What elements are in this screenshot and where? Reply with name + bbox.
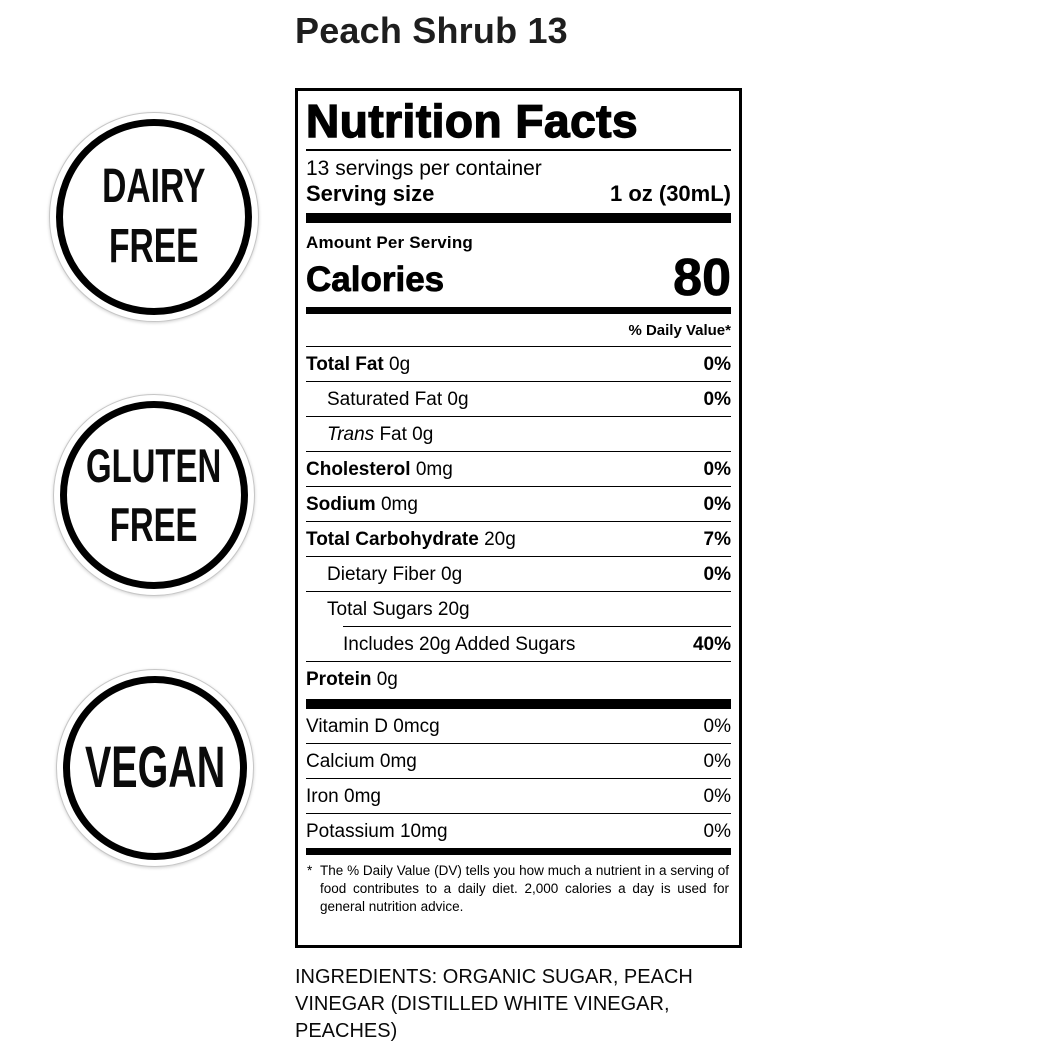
- vitamin-label: Potassium 10mg: [306, 821, 448, 842]
- nutrient-row-cholesterol: Cholesterol 0mg 0%: [306, 451, 731, 486]
- badge-line: FREE: [110, 498, 198, 551]
- nutrient-amount: Fat 0g: [379, 424, 434, 445]
- nutrient-dv: 7%: [703, 529, 731, 550]
- footnote-text: The % Daily Value (DV) tells you how muc…: [320, 863, 729, 914]
- nutrient-dv: 0%: [703, 354, 731, 375]
- badge-inner-ring: DAIRY FREE: [56, 119, 252, 315]
- amount-per-serving-label: Amount Per Serving: [306, 233, 474, 252]
- daily-value-header: % Daily Value*: [628, 322, 731, 339]
- calories-row: Calories 80: [306, 249, 732, 307]
- nutrient-label: Protein: [306, 669, 372, 690]
- nutrient-row-added-sugars: Includes 20g Added Sugars 40%: [343, 626, 731, 661]
- vitamin-dv: 0%: [703, 716, 731, 737]
- nutrient-amount: 0mg: [380, 494, 418, 515]
- nutrient-amount: 0g: [389, 354, 411, 375]
- nutrient-label: Total Carbohydrate: [306, 529, 479, 550]
- serving-size-value: 1 oz (30mL): [609, 181, 731, 206]
- nutrient-amount: 0g: [447, 389, 469, 410]
- nutrient-dv: 40%: [692, 634, 731, 655]
- nutrient-label: Dietary Fiber: [327, 564, 436, 585]
- vitamin-row-vitamin-d: Vitamin D 0mcg 0%: [306, 709, 731, 743]
- vitamin-dv: 0%: [703, 786, 731, 807]
- nutrient-label: Saturated Fat: [327, 389, 443, 410]
- page-title: Peach Shrub 13: [295, 10, 568, 51]
- badge-inner-ring: GLUTEN FREE: [60, 401, 248, 589]
- nutrient-name: Sodium 0mg: [306, 494, 418, 515]
- nutrient-dv: 0%: [703, 494, 731, 515]
- serving-size-row: Serving size 1 oz (30mL): [306, 181, 731, 207]
- nutrition-facts-label: Nutrition Facts 13 servings per containe…: [295, 88, 742, 948]
- nutrient-amount: 0mg: [415, 459, 453, 480]
- nutrition-facts-title: Nutrition Facts: [305, 91, 731, 151]
- nutrient-row-protein: Protein 0g: [306, 661, 731, 696]
- nutrient-label: Cholesterol: [306, 459, 411, 480]
- vitamin-dv: 0%: [703, 821, 731, 842]
- nutrient-row-sodium: Sodium 0mg 0%: [306, 486, 731, 521]
- vegan-badge-label: VEGAN: [85, 738, 225, 798]
- nutrient-name: Saturated Fat 0g: [327, 389, 469, 410]
- nutrient-label: Trans: [327, 424, 375, 445]
- calories-value: 80: [673, 249, 732, 307]
- badge-line: DAIRY: [102, 160, 206, 213]
- nutrient-name: Trans Fat 0g: [327, 424, 433, 445]
- calories-label: Calories: [306, 260, 445, 300]
- badge-inner-ring: VEGAN: [63, 676, 247, 860]
- nutrient-amount: 0g: [376, 669, 398, 690]
- vitamin-label: Iron 0mg: [306, 786, 381, 807]
- vitamin-label: Vitamin D 0mcg: [306, 716, 440, 737]
- servings-per-container: 13 servings per container: [306, 157, 542, 180]
- nutrient-row-saturated-fat: Saturated Fat 0g 0%: [306, 381, 731, 416]
- nutrient-name: Protein 0g: [306, 669, 398, 690]
- ingredients-text: INGREDIENTS: ORGANIC SUGAR, PEACH VINEGA…: [295, 966, 693, 1042]
- nutrient-name: Total Carbohydrate 20g: [306, 529, 516, 550]
- nutrient-label: Total Fat: [306, 354, 384, 375]
- divider-medium-bar: [306, 848, 731, 855]
- divider-thick-bar: [306, 699, 731, 709]
- nutrient-row-total-fat: Total Fat 0g 0%: [306, 346, 731, 381]
- dairy-free-badge-icon: DAIRY FREE: [49, 112, 259, 322]
- badge-line: GLUTEN: [86, 439, 222, 492]
- nutrient-dv: 0%: [703, 459, 731, 480]
- nutrient-dv: 0%: [703, 564, 731, 585]
- vitamin-dv: 0%: [703, 751, 731, 772]
- nutrient-dv: 0%: [703, 389, 731, 410]
- vitamin-label: Calcium 0mg: [306, 751, 417, 772]
- nutrient-amount: 0g: [441, 564, 463, 585]
- divider-thick-bar: [306, 213, 731, 223]
- badge-line: FREE: [109, 220, 199, 273]
- nutrient-name: Total Fat 0g: [306, 354, 410, 375]
- badge-line: VEGAN: [84, 735, 226, 800]
- divider-medium-bar: [306, 307, 731, 314]
- nutrient-label: Total Sugars: [327, 599, 433, 620]
- dairy-free-badge-label: DAIRY FREE: [102, 157, 205, 277]
- vitamin-row-calcium: Calcium 0mg 0%: [306, 743, 731, 778]
- nutrient-name: Cholesterol 0mg: [306, 459, 453, 480]
- daily-value-footnote: * The % Daily Value (DV) tells you how m…: [306, 855, 731, 916]
- nutrient-amount: 20g: [437, 599, 470, 620]
- nutrient-label: Sodium: [306, 494, 376, 515]
- nutrient-row-dietary-fiber: Dietary Fiber 0g 0%: [306, 556, 731, 591]
- nutrient-amount: 20g: [484, 529, 516, 550]
- nutrient-name: Total Sugars 20g: [327, 599, 470, 620]
- vegan-badge-icon: VEGAN: [56, 669, 254, 867]
- nutrient-name: Includes 20g Added Sugars: [343, 634, 575, 655]
- serving-size-label: Serving size: [306, 181, 435, 206]
- nutrient-row-total-carbohydrate: Total Carbohydrate 20g 7%: [306, 521, 731, 556]
- nutrient-label: Includes 20g Added Sugars: [343, 634, 576, 655]
- gluten-free-badge-icon: GLUTEN FREE: [53, 394, 255, 596]
- footnote-asterisk: *: [307, 863, 313, 878]
- nutrient-row-total-sugars: Total Sugars 20g: [306, 591, 731, 626]
- gluten-free-badge-label: GLUTEN FREE: [86, 436, 221, 554]
- vitamin-row-potassium: Potassium 10mg 0%: [306, 813, 731, 848]
- vitamin-row-iron: Iron 0mg 0%: [306, 778, 731, 813]
- nutrient-row-trans-fat: Trans Fat 0g: [306, 416, 731, 451]
- nutrient-name: Dietary Fiber 0g: [327, 564, 462, 585]
